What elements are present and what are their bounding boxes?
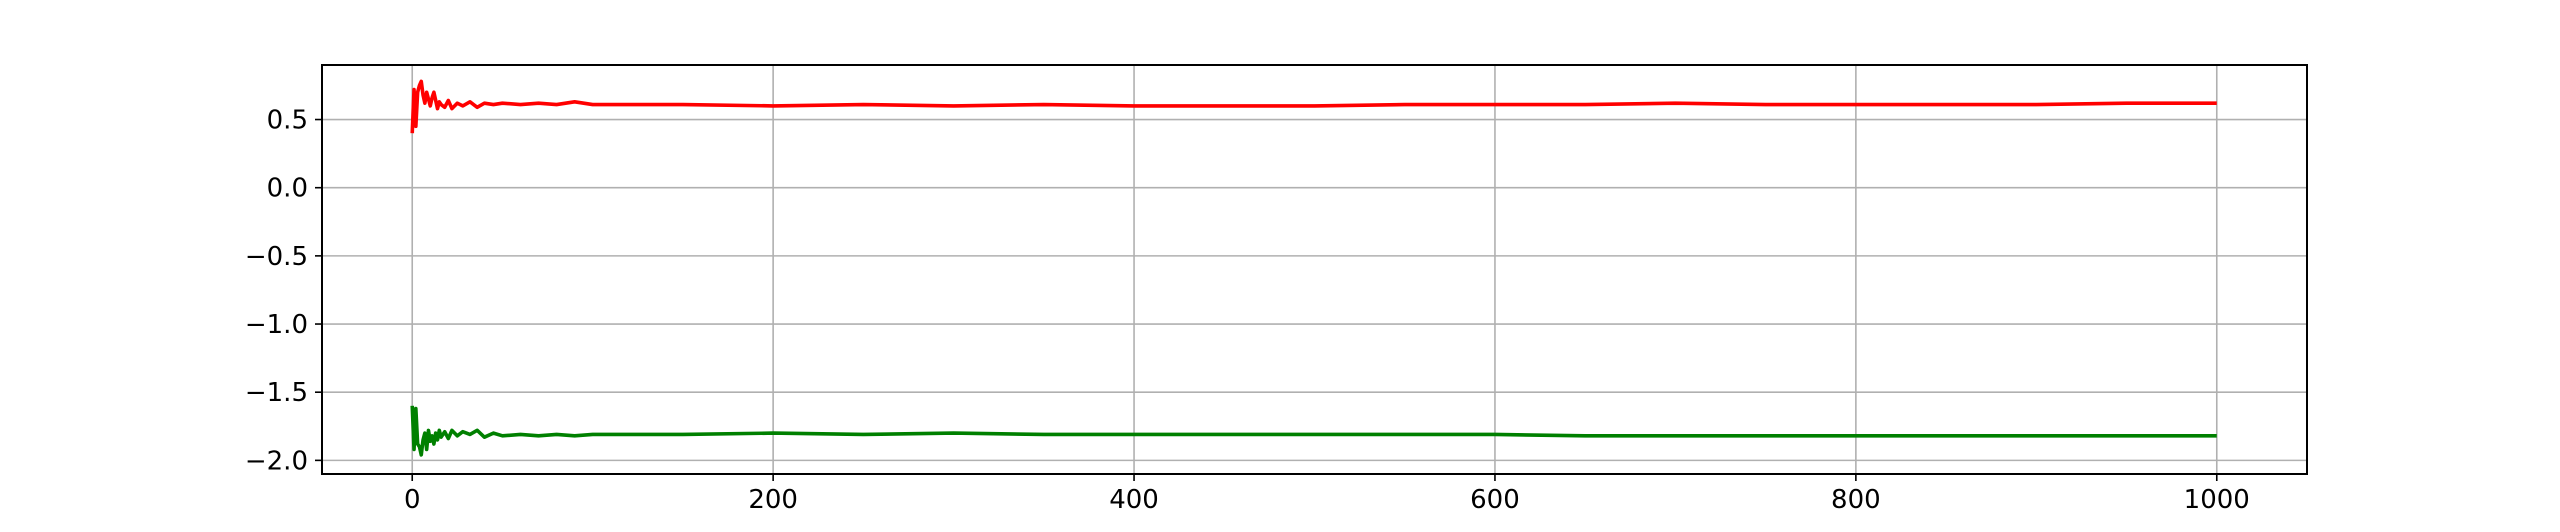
y-tick-label: −1.5: [245, 378, 308, 408]
y-tick-label: −1.0: [245, 310, 308, 340]
y-tick-label: −0.5: [245, 242, 308, 272]
y-tick-label: 0.5: [267, 106, 308, 136]
grid-lines: [322, 65, 2307, 474]
series-line-1: [410, 79, 2217, 134]
y-tick-label: −2.0: [245, 446, 308, 476]
x-tick-label: 1000: [2184, 485, 2250, 515]
x-tick-label: 0: [404, 485, 421, 515]
x-tick-label: 200: [748, 485, 798, 515]
y-axis-ticks: 0.5 0.0 −0.5 −1.0 −1.5 −2.0: [245, 106, 322, 476]
series-line-2: [410, 405, 2217, 457]
series-lines: [410, 79, 2217, 457]
x-axis-ticks: 0 200 400 600 800 1000: [404, 474, 2250, 515]
x-tick-label: 800: [1831, 485, 1881, 515]
x-tick-label: 600: [1470, 485, 1520, 515]
y-tick-label: 0.0: [267, 174, 308, 204]
x-tick-label: 400: [1109, 485, 1159, 515]
plot-frame: [321, 64, 2308, 475]
